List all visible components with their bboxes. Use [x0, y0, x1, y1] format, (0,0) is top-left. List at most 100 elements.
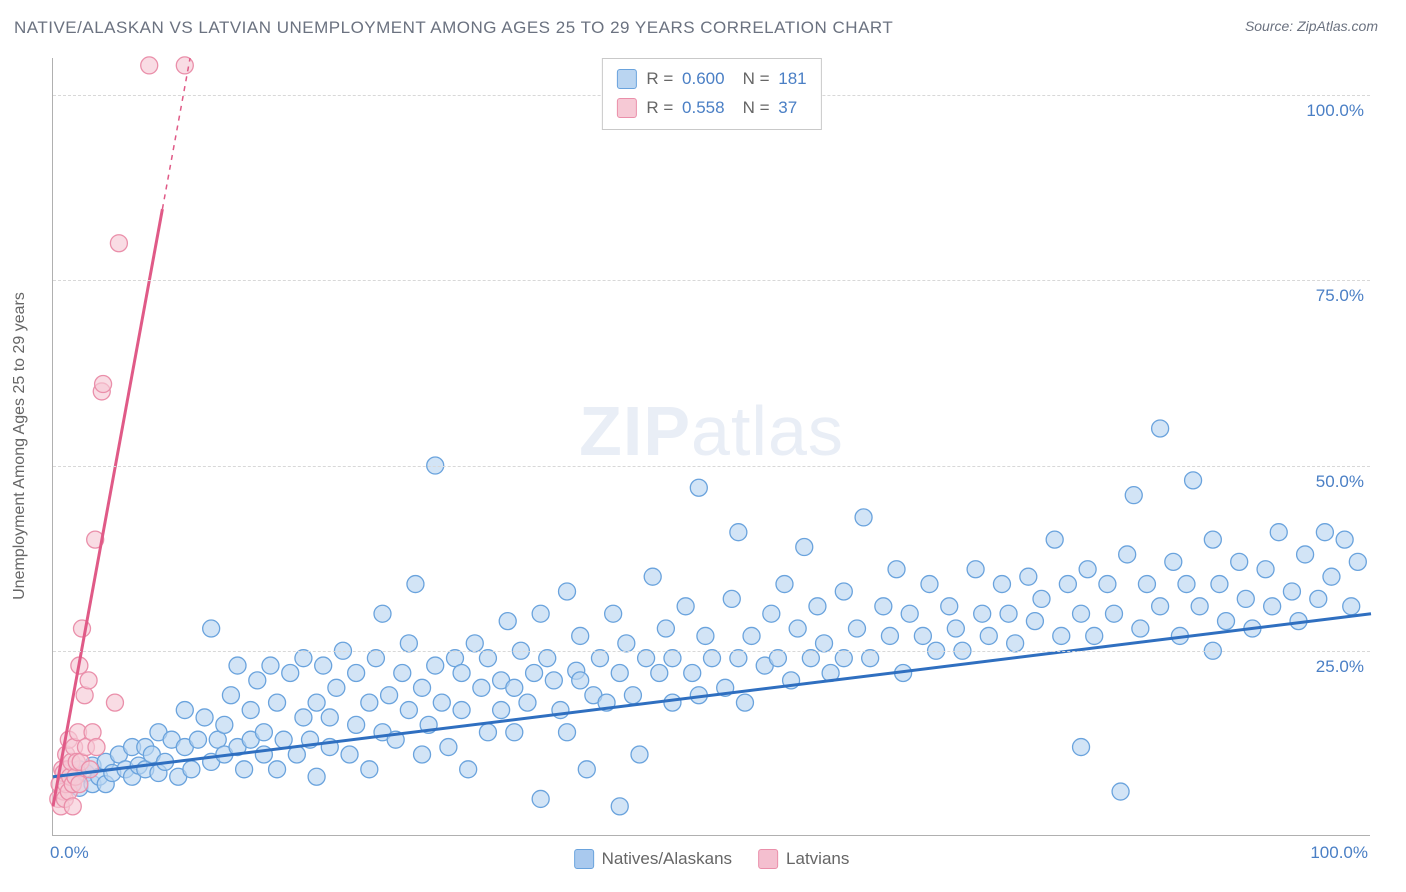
legend-r-value: 0.558	[682, 94, 725, 123]
data-point	[414, 679, 431, 696]
data-point	[1165, 553, 1182, 570]
data-point	[222, 687, 239, 704]
data-point	[1132, 620, 1149, 637]
data-point	[763, 605, 780, 622]
data-point	[1316, 524, 1333, 541]
data-point	[506, 724, 523, 741]
data-point	[1086, 627, 1103, 644]
data-point	[400, 702, 417, 719]
data-point	[684, 664, 701, 681]
data-point	[315, 657, 332, 674]
data-point	[980, 627, 997, 644]
data-point	[802, 650, 819, 667]
data-point	[605, 605, 622, 622]
data-point	[848, 620, 865, 637]
data-point	[236, 761, 253, 778]
data-point	[809, 598, 826, 615]
data-point	[559, 583, 576, 600]
data-point	[282, 664, 299, 681]
data-point	[1211, 576, 1228, 593]
data-point	[1204, 531, 1221, 548]
data-point	[1138, 576, 1155, 593]
data-point	[106, 694, 123, 711]
data-point	[776, 576, 793, 593]
data-point	[526, 664, 543, 681]
data-point	[1237, 590, 1254, 607]
data-point	[1059, 576, 1076, 593]
data-point	[835, 650, 852, 667]
data-point	[473, 679, 490, 696]
data-point	[967, 561, 984, 578]
y-tick-label: 50.0%	[1316, 472, 1364, 492]
data-point	[1007, 635, 1024, 652]
data-point	[881, 627, 898, 644]
data-point	[295, 650, 312, 667]
data-point	[677, 598, 694, 615]
data-point	[394, 664, 411, 681]
data-point	[308, 694, 325, 711]
data-point	[1152, 598, 1169, 615]
data-point	[216, 716, 233, 733]
data-point	[81, 761, 98, 778]
correlation-legend: R = 0.600N = 181R = 0.558N = 37	[601, 58, 821, 130]
data-point	[1000, 605, 1017, 622]
data-point	[611, 664, 628, 681]
data-point	[328, 679, 345, 696]
data-point	[816, 635, 833, 652]
y-tick-label: 75.0%	[1316, 286, 1364, 306]
data-point	[1119, 546, 1136, 563]
data-point	[1073, 739, 1090, 756]
data-point	[657, 620, 674, 637]
data-point	[862, 650, 879, 667]
data-point	[269, 694, 286, 711]
data-point	[453, 702, 470, 719]
data-point	[1125, 487, 1142, 504]
data-point	[308, 768, 325, 785]
data-point	[921, 576, 938, 593]
data-point	[1270, 524, 1287, 541]
data-point	[499, 613, 516, 630]
data-point	[479, 650, 496, 667]
data-point	[1046, 531, 1063, 548]
data-point	[440, 739, 457, 756]
data-point	[651, 664, 668, 681]
data-point	[730, 650, 747, 667]
data-point	[242, 702, 259, 719]
data-point	[1099, 576, 1116, 593]
scatter-chart	[53, 58, 1370, 835]
data-point	[361, 761, 378, 778]
data-point	[947, 620, 964, 637]
data-point	[539, 650, 556, 667]
data-point	[532, 605, 549, 622]
data-point	[736, 694, 753, 711]
data-point	[407, 576, 424, 593]
data-point	[493, 702, 510, 719]
data-point	[229, 657, 246, 674]
data-point	[176, 57, 193, 74]
data-point	[1343, 598, 1360, 615]
data-point	[414, 746, 431, 763]
data-point	[618, 635, 635, 652]
data-point	[176, 702, 193, 719]
legend-series-item: Natives/Alaskans	[574, 849, 732, 869]
data-point	[1112, 783, 1129, 800]
data-point	[1231, 553, 1248, 570]
series-legend: Natives/Alaskans Latvians	[574, 849, 850, 869]
data-point	[1336, 531, 1353, 548]
data-point	[611, 798, 628, 815]
data-point	[1178, 576, 1195, 593]
legend-n-value: 181	[778, 65, 806, 94]
legend-series-label: Natives/Alaskans	[602, 849, 732, 869]
data-point	[723, 590, 740, 607]
data-point	[1020, 568, 1037, 585]
data-point	[888, 561, 905, 578]
data-point	[789, 620, 806, 637]
data-point	[71, 776, 88, 793]
legend-series-label: Latvians	[786, 849, 849, 869]
data-point	[381, 687, 398, 704]
grid-line	[53, 466, 1370, 467]
data-point	[690, 479, 707, 496]
data-point	[361, 694, 378, 711]
data-point	[348, 716, 365, 733]
legend-n-label: N =	[743, 94, 775, 123]
